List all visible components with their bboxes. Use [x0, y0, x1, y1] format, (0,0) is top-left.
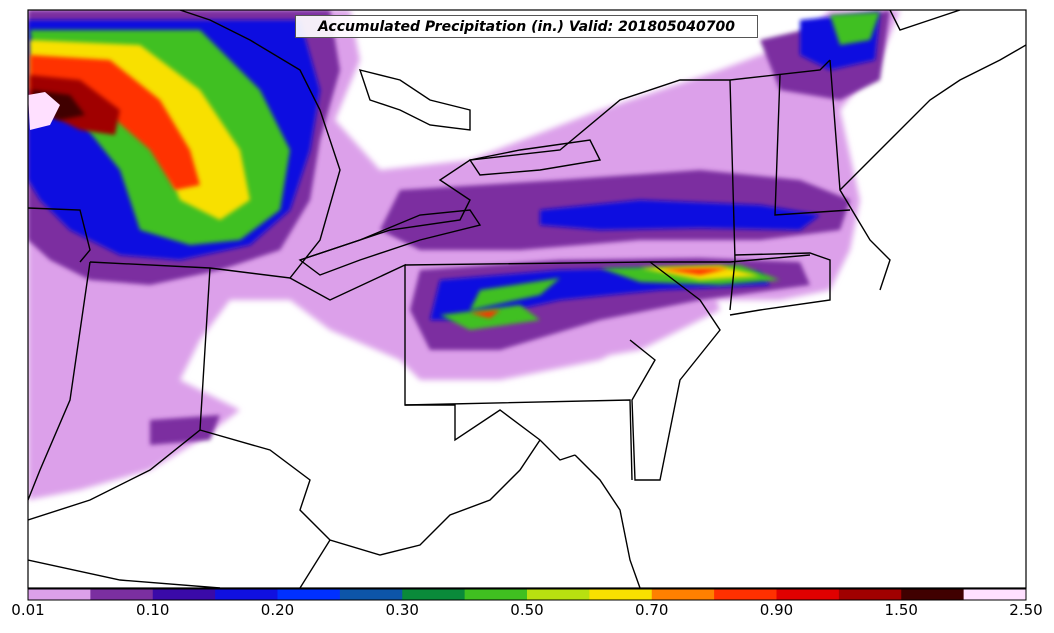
map-title-box: Accumulated Precipitation (in.) Valid: 2… [295, 15, 758, 38]
colorbar-segment [152, 589, 216, 600]
boundaries [28, 10, 1026, 588]
colorbar-segment [963, 589, 1027, 600]
map-frame [27, 9, 1027, 589]
colorbar-tick-label: 0.20 [260, 601, 295, 619]
colorbar-segment [527, 589, 590, 600]
colorbar-segment [651, 589, 715, 600]
colorbar-segment [90, 589, 154, 600]
colorbar-frame [27, 588, 1027, 601]
colorbar-segment [215, 589, 278, 600]
colorbar-segment [28, 589, 91, 600]
colorbar-segment [838, 589, 902, 600]
colorbar-segment [901, 589, 965, 600]
colorbar-tick-label: 1.50 [884, 601, 918, 619]
colorbar [27, 588, 1027, 601]
colorbar-tick-label: 0.90 [759, 601, 794, 619]
colorbar-tick-label: 0.50 [510, 601, 544, 619]
colorbar-segment [339, 589, 403, 600]
colorbar-segment [277, 589, 341, 600]
colorbar-segment [776, 589, 840, 600]
colorbar-tick-label: 2.50 [1009, 601, 1043, 619]
colorbar-tick-label: 0.10 [136, 601, 170, 619]
colorbar-segment [589, 589, 653, 600]
colorbar-tick-label: 0.70 [635, 601, 669, 619]
precip-field [28, 10, 900, 500]
colorbar-tick-label: 0.30 [385, 601, 419, 619]
colorbar-segment [464, 589, 528, 600]
colorbar-segment [714, 589, 777, 600]
colorbar-segment [402, 589, 466, 600]
map-title: Accumulated Precipitation (in.) Valid: 2… [317, 18, 736, 35]
colorbar-tick-label: 0.01 [11, 601, 45, 619]
